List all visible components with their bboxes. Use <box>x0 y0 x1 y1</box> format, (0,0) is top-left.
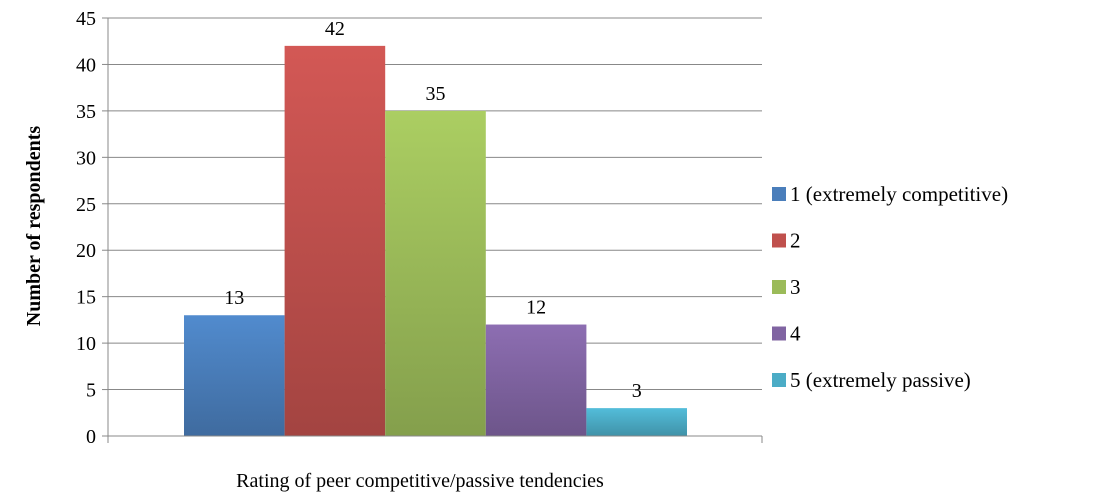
legend-label-4: 4 <box>790 322 801 346</box>
bars <box>184 45 687 436</box>
axes <box>107 18 763 443</box>
data-label-1: 13 <box>224 287 244 309</box>
legend-swatch-3 <box>772 280 786 294</box>
legend-label-1: 1 (extremely competitive) <box>790 182 1008 206</box>
y-tick-label: 0 <box>86 426 96 448</box>
bar-3 <box>385 110 486 436</box>
bar-5 <box>586 408 687 436</box>
legend-swatch-1 <box>772 187 786 201</box>
y-tick-label: 15 <box>76 287 96 309</box>
data-label-4: 12 <box>526 297 546 319</box>
legend-label-5: 5 (extremely passive) <box>790 368 971 392</box>
x-axis-title: Rating of peer competitive/passive tende… <box>236 470 604 492</box>
y-axis-ticks: 0 5 10 15 20 25 30 35 40 45 <box>76 8 108 448</box>
legend: 1 (extremely competitive) 2 3 4 5 (extremely… <box>772 182 1008 392</box>
data-label-3: 35 <box>426 83 446 105</box>
data-label-5: 3 <box>632 380 642 402</box>
y-tick-label: 10 <box>76 333 96 355</box>
bar-4 <box>485 324 587 436</box>
y-tick-label: 45 <box>76 8 96 30</box>
y-tick-label: 25 <box>76 194 96 216</box>
legend-swatch-5 <box>772 373 786 387</box>
data-label-2: 42 <box>325 18 345 40</box>
y-tick-label: 20 <box>76 240 96 262</box>
y-axis-title: Number of respondents <box>23 126 45 327</box>
legend-label-2: 2 <box>790 229 801 253</box>
bar-2 <box>284 45 386 436</box>
legend-swatch-2 <box>772 233 786 248</box>
legend-label-3: 3 <box>790 275 801 299</box>
y-tick-label: 5 <box>86 380 96 402</box>
y-tick-label: 30 <box>76 147 96 169</box>
y-tick-label: 35 <box>76 101 96 123</box>
y-tick-label: 40 <box>76 54 96 76</box>
legend-swatch-4 <box>772 326 786 341</box>
data-labels: 13 42 35 12 3 <box>224 18 641 402</box>
bar-1 <box>184 315 285 436</box>
